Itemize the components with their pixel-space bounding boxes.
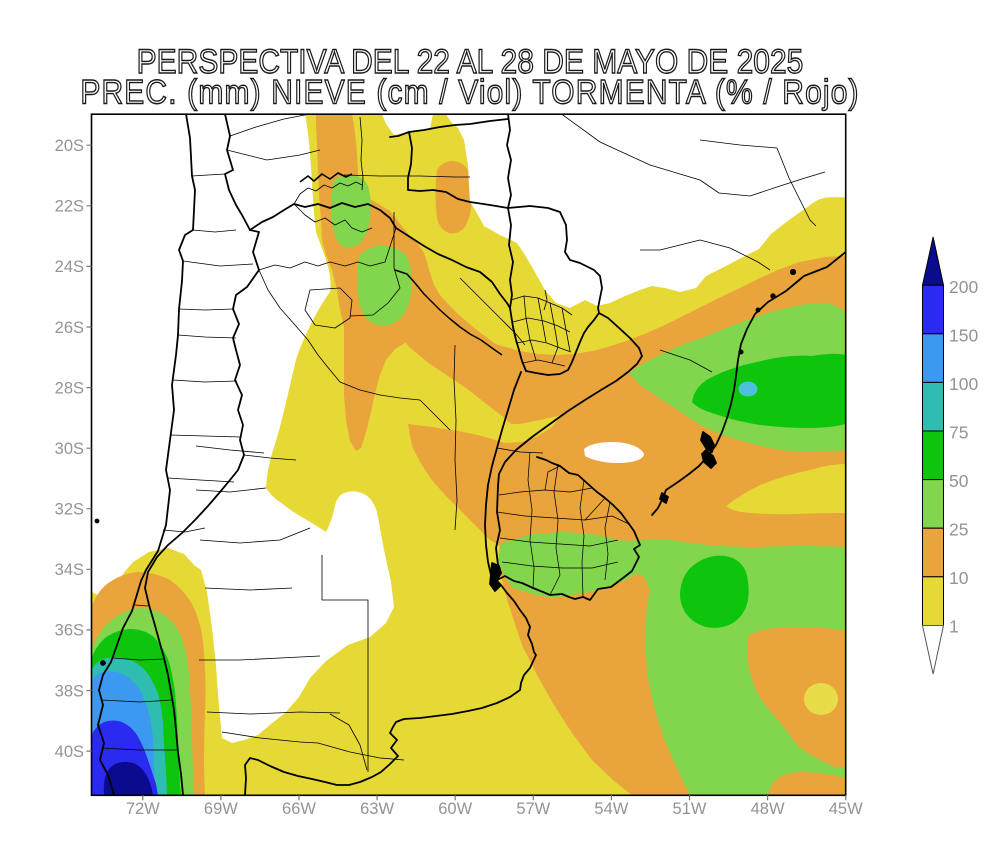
svg-text:69W: 69W (204, 800, 238, 818)
svg-text:PREC. (mm) NIEVE (cm / Viol) T: PREC. (mm) NIEVE (cm / Viol) TORMENTA (%… (80, 73, 859, 111)
svg-text:25: 25 (949, 520, 968, 540)
svg-text:34S: 34S (55, 561, 84, 579)
svg-text:50: 50 (949, 471, 969, 491)
svg-text:PERSPECTIVA DEL 22 AL 28 DE MA: PERSPECTIVA DEL 22 AL 28 DE MAYO DE 2025 (137, 42, 804, 80)
svg-text:66W: 66W (282, 800, 316, 818)
svg-text:38S: 38S (55, 682, 84, 700)
svg-text:100: 100 (949, 374, 978, 394)
svg-text:48W: 48W (751, 800, 785, 818)
svg-text:1: 1 (949, 617, 959, 637)
svg-text:54W: 54W (594, 800, 628, 818)
svg-text:24S: 24S (55, 258, 84, 276)
svg-text:75: 75 (949, 423, 968, 443)
svg-text:63W: 63W (360, 800, 394, 818)
svg-text:26S: 26S (55, 319, 84, 337)
svg-text:20S: 20S (55, 137, 84, 155)
svg-text:45W: 45W (829, 800, 863, 818)
svg-text:51W: 51W (673, 800, 707, 818)
svg-text:22S: 22S (55, 198, 84, 216)
svg-text:30S: 30S (55, 440, 84, 458)
svg-text:36S: 36S (55, 622, 84, 640)
svg-text:200: 200 (949, 277, 978, 297)
svg-text:72W: 72W (126, 800, 160, 818)
svg-text:150: 150 (949, 326, 978, 346)
svg-text:40S: 40S (55, 743, 84, 761)
svg-text:28S: 28S (55, 379, 84, 397)
svg-text:32S: 32S (55, 501, 84, 519)
svg-text:60W: 60W (438, 800, 472, 818)
svg-text:57W: 57W (516, 800, 550, 818)
svg-text:10: 10 (949, 568, 969, 588)
